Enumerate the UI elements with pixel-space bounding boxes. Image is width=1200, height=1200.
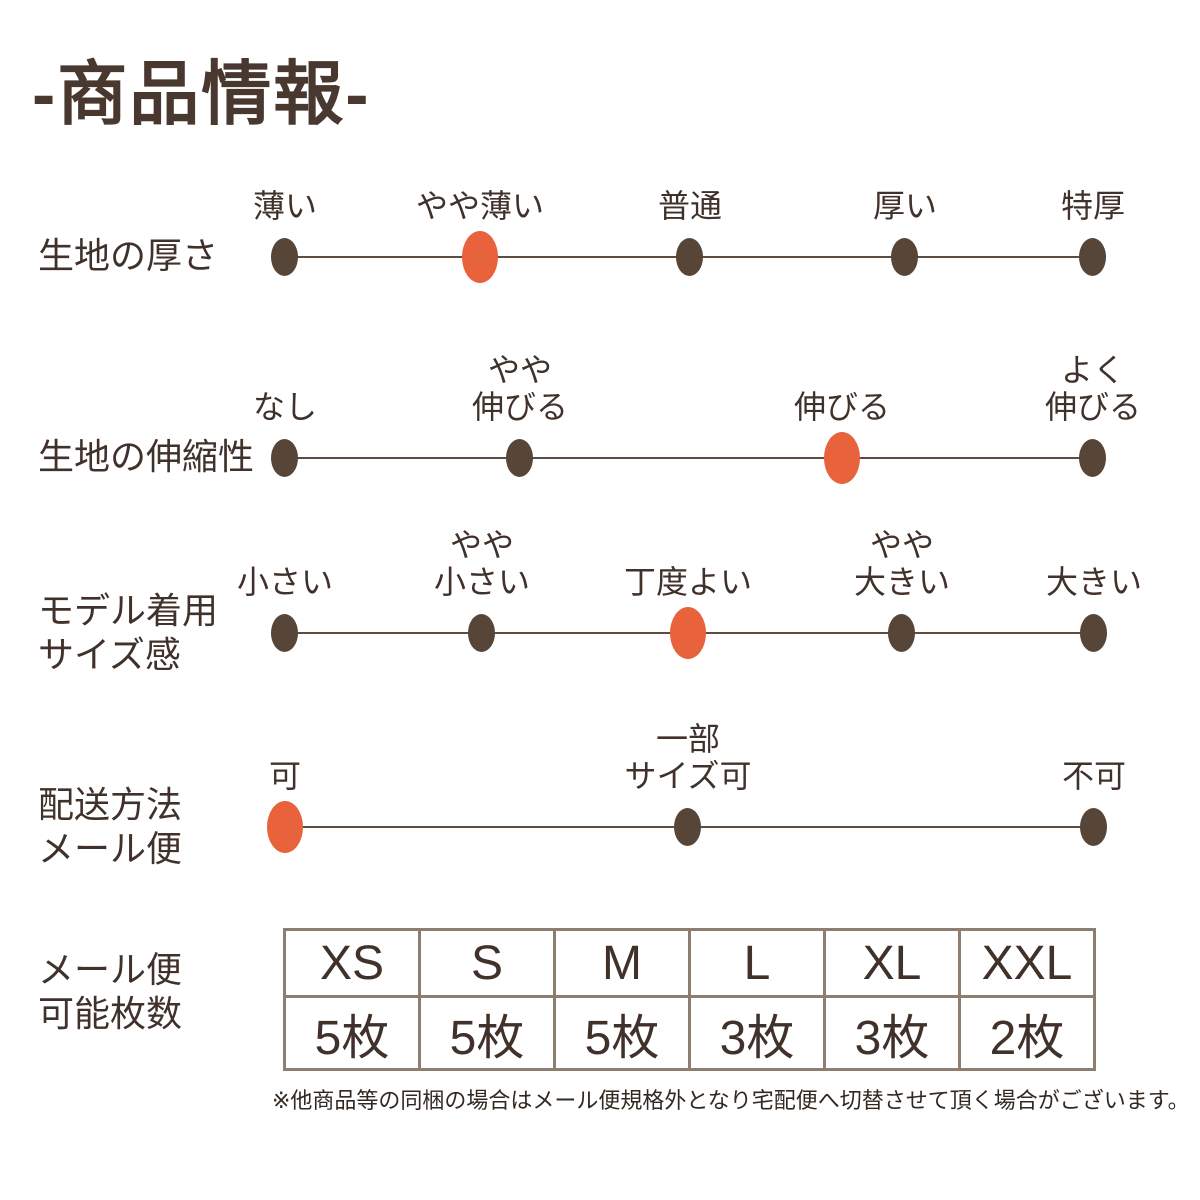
scale-tick-label: 厚い — [872, 188, 938, 224]
scale-tick-label: なし — [252, 389, 318, 425]
scale-tick-label: 普通 — [657, 188, 723, 224]
scale-dot-selected — [824, 432, 860, 484]
scale-dot — [1080, 614, 1107, 652]
scale-label: 生地の伸縮性 — [38, 436, 255, 477]
scale-dot — [271, 439, 298, 477]
scale-dot-selected — [267, 801, 303, 853]
scale-tick-label: 特厚 — [1060, 188, 1126, 224]
scale-dot — [1079, 238, 1106, 276]
scale-dot — [1079, 439, 1106, 477]
scale-line — [285, 457, 1093, 459]
footnote: ※他商品等の同梱の場合はメール便規格外となり宅配便へ切替させて頂く場合がございま… — [272, 1088, 1190, 1113]
mail-quantity-table: XS S M L XL XXL 5枚 5枚 5枚 3枚 3枚 2枚 — [283, 928, 1096, 1071]
scale-tick-label: やや 伸びる — [471, 352, 569, 425]
size-header-cell: L — [688, 928, 826, 998]
scale-tick-label: 大きい — [1045, 564, 1143, 600]
size-header-cell: XS — [283, 928, 421, 998]
page-title: -商品情報- — [32, 55, 371, 133]
size-header-cell: XL — [823, 928, 961, 998]
scale-dot — [1080, 808, 1107, 846]
scale-label: 配送方法 メール便 — [38, 784, 183, 869]
quantity-cell: 3枚 — [823, 995, 961, 1071]
scale-tick-label: 丁度よい — [623, 564, 753, 600]
quantity-cell: 5枚 — [553, 995, 691, 1071]
scale-dot — [271, 238, 298, 276]
size-header-cell: S — [418, 928, 556, 998]
size-header-cell: XXL — [958, 928, 1096, 998]
scale-tick-label: やや薄い — [415, 188, 545, 224]
scale-dot — [674, 808, 701, 846]
scale-dot-selected — [462, 231, 498, 283]
scale-tick-label: よく 伸びる — [1044, 352, 1142, 425]
quantity-cell: 2枚 — [958, 995, 1096, 1071]
quantity-cell: 3枚 — [688, 995, 826, 1071]
scale-mail-delivery: 配送方法 メール便 可 一部 サイズ可 不可 — [0, 717, 1200, 869]
scale-tick-label: 伸びる — [793, 389, 891, 425]
scale-tick-label: 可 — [268, 758, 302, 794]
scale-fabric-thickness: 生地の厚さ 薄い やや薄い 普通 厚い 特厚 — [0, 147, 1200, 297]
table-value-row: 5枚 5枚 5枚 3枚 3枚 2枚 — [283, 995, 1096, 1071]
scale-tick-label: やや 大きい — [853, 527, 951, 600]
scale-dot — [271, 614, 298, 652]
scale-label: モデル着用 サイズ感 — [38, 590, 219, 675]
quantity-cell: 5枚 — [418, 995, 556, 1071]
scale-dot — [891, 238, 918, 276]
scale-dot — [888, 614, 915, 652]
scale-dot — [506, 439, 533, 477]
scale-tick-label: やや 小さい — [433, 527, 531, 600]
scale-tick-label: 小さい — [236, 564, 334, 600]
scale-dot — [676, 238, 703, 276]
quantity-cell: 5枚 — [283, 995, 421, 1071]
scale-tick-label: 薄い — [252, 188, 318, 224]
size-header-cell: M — [553, 928, 691, 998]
scale-tick-label: 不可 — [1061, 758, 1127, 794]
scale-dot — [468, 614, 495, 652]
table-header-row: XS S M L XL XXL — [283, 928, 1096, 998]
scale-model-fit: モデル着用 サイズ感 小さい やや 小さい 丁度よい やや 大きい 大きい — [0, 523, 1200, 675]
scale-dot-selected — [670, 607, 706, 659]
scale-label: 生地の厚さ — [38, 235, 219, 276]
scale-tick-label: 一部 サイズ可 — [624, 721, 752, 794]
scale-fabric-stretch: 生地の伸縮性 なし やや 伸びる 伸びる よく 伸びる — [0, 348, 1200, 498]
table-label: メール便 可能枚数 — [38, 949, 183, 1034]
